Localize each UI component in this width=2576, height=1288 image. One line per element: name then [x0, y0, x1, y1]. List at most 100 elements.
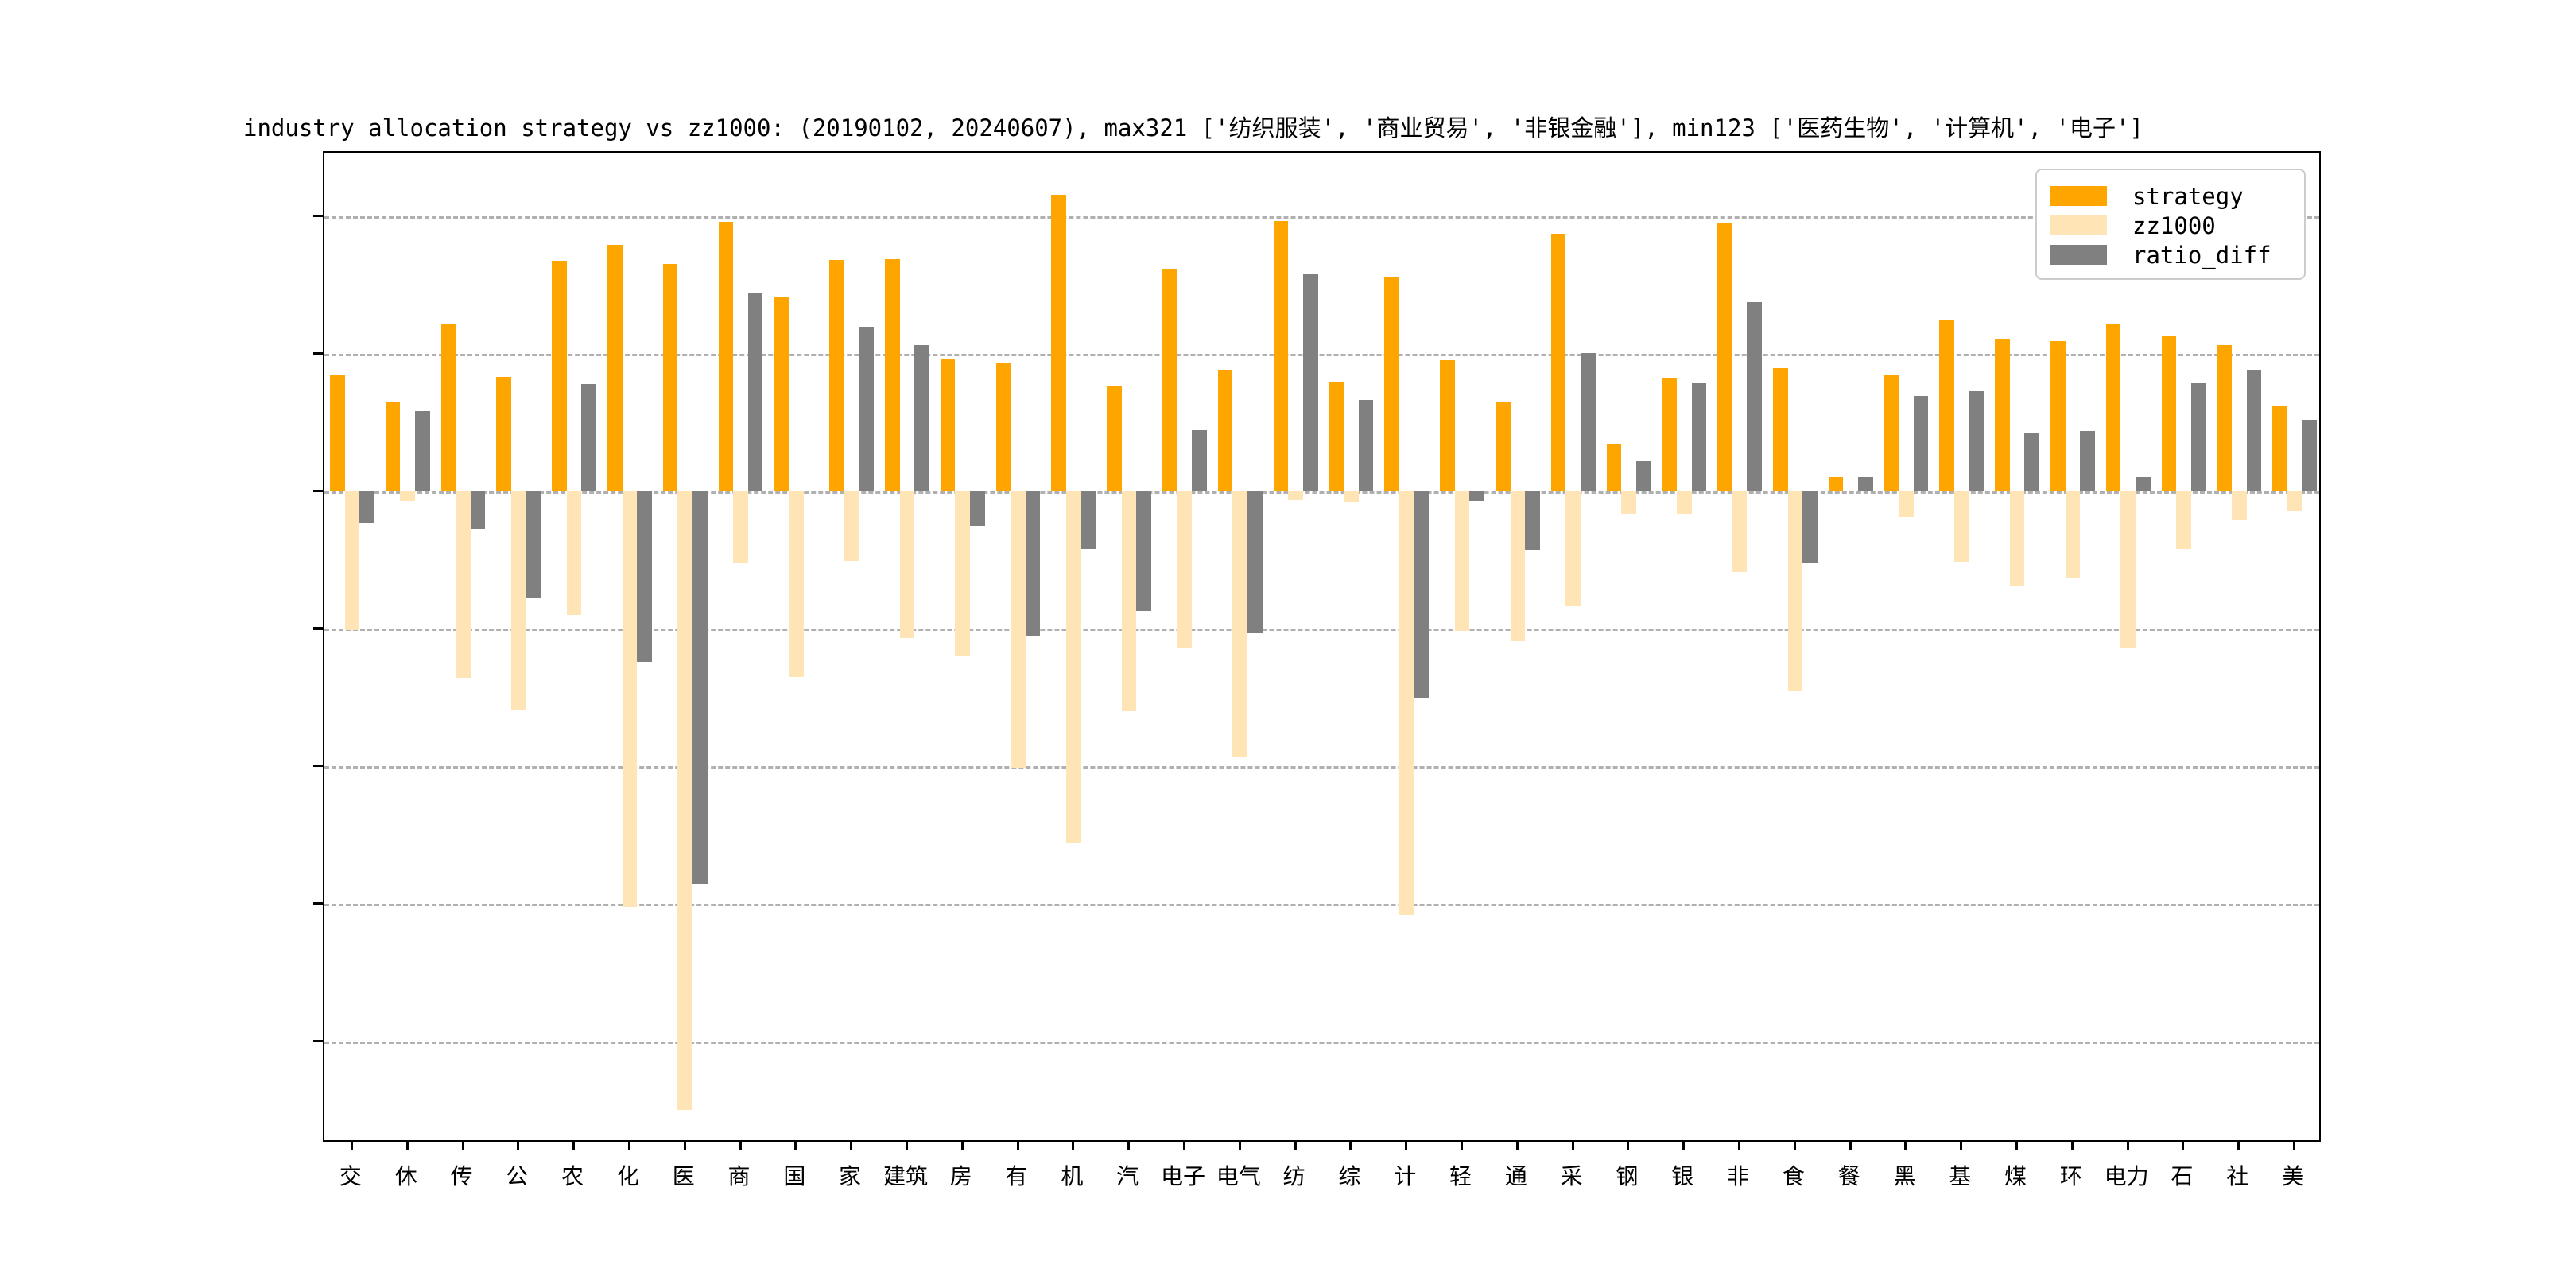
bar-segment [552, 261, 567, 491]
legend-swatch-icon [2050, 245, 2107, 265]
x-axis-tick-mark [461, 1142, 464, 1150]
x-axis-tick-mark [1627, 1142, 1630, 1150]
bar-segment [1565, 491, 1581, 606]
x-axis-tick-label: 社 [2226, 1163, 2249, 1189]
bar-segment [1621, 491, 1636, 515]
bar-segment [2135, 477, 2151, 491]
bar-segment [415, 410, 430, 491]
x-axis-tick-mark [1127, 1142, 1131, 1150]
legend-swatch-icon [2050, 215, 2107, 235]
bar-segment [566, 491, 582, 616]
gridline [324, 215, 2319, 219]
bar-segment [1080, 491, 1096, 549]
x-axis-tick-label: 钢 [1616, 1163, 1639, 1189]
bar-segment [1344, 491, 1359, 503]
x-axis-tick-mark [850, 1142, 853, 1150]
bar-segment [607, 245, 623, 491]
bar-segment [1247, 491, 1263, 633]
bar-segment [1192, 429, 1207, 491]
y-axis-tick-mark [313, 351, 323, 355]
gridline [324, 1041, 2319, 1044]
bar-segment [1440, 359, 1455, 491]
legend-item[interactable]: ratio_diff [2050, 240, 2291, 270]
x-axis-tick-label: 休 [394, 1163, 417, 1189]
x-axis-tick-label: 公 [506, 1163, 529, 1189]
bar-segment [914, 345, 929, 491]
bar-segment [1691, 383, 1707, 491]
x-axis-tick-mark [1405, 1142, 1408, 1150]
x-axis-tick-label: 医 [672, 1163, 695, 1189]
bar-segment [329, 375, 345, 491]
bar-segment [1884, 374, 1899, 491]
legend-item-label: zz1000 [2132, 211, 2216, 239]
bar-segment [1329, 381, 1344, 491]
x-axis-tick-mark [1515, 1142, 1519, 1150]
x-axis-tick-label: 银 [1671, 1163, 1694, 1189]
x-axis-tick-mark [1349, 1142, 1352, 1150]
bar-segment [2217, 344, 2232, 491]
x-axis-tick-label: 黑 [1893, 1163, 1916, 1189]
bar-segment [1787, 491, 1803, 691]
bar-segment [2190, 383, 2206, 491]
x-axis-tick-mark [794, 1142, 797, 1150]
bar-segment [1828, 477, 1844, 491]
legend-item[interactable]: strategy [2050, 181, 2291, 211]
gridline [324, 766, 2319, 769]
bar-segment [1550, 234, 1566, 491]
bar-segment [1302, 274, 1318, 491]
bar-segment [1995, 339, 2010, 491]
gridline [324, 903, 2319, 906]
bar-segment [1177, 491, 1193, 648]
x-axis-tick-mark [1182, 1142, 1185, 1150]
bar-segment [1747, 301, 1762, 491]
bar-segment [440, 323, 456, 491]
bar-segment [1495, 402, 1511, 491]
x-axis-tick-label: 轻 [1449, 1163, 1472, 1189]
x-axis-tick-mark [2070, 1142, 2074, 1150]
y-axis-tick-mark [313, 1039, 323, 1042]
x-axis-tick-mark [2237, 1142, 2240, 1150]
bar-segment [637, 491, 652, 662]
legend-item[interactable]: zz1000 [2050, 211, 2291, 240]
bar-segment [1288, 491, 1303, 501]
x-axis-tick-mark [1849, 1142, 1852, 1150]
x-axis-tick-label: 电力 [2104, 1163, 2149, 1189]
x-axis-tick-label: 环 [2059, 1163, 2082, 1189]
bar-segment [2287, 491, 2302, 511]
x-axis-tick-label: 通 [1504, 1163, 1527, 1189]
bar-segment [1732, 491, 1748, 572]
bar-segment [718, 221, 734, 491]
bar-segment [1953, 491, 1969, 562]
x-axis-tick-mark [1461, 1142, 1463, 1150]
x-axis-tick-label: 传 [450, 1163, 473, 1189]
bar-segment [1510, 491, 1526, 641]
bar-segment [899, 491, 915, 639]
x-axis-tick-label: 食 [1782, 1163, 1805, 1189]
x-axis-tick-mark [1294, 1142, 1297, 1150]
bar-segment [747, 292, 763, 491]
bar-segment [1899, 491, 1914, 518]
bar-segment [1454, 491, 1470, 631]
bar-segment [2246, 370, 2262, 491]
bar-segment [2302, 420, 2317, 491]
bar-segment [2120, 491, 2136, 648]
bar-segment [1107, 385, 1122, 491]
x-axis-tick-label: 有 [1005, 1163, 1028, 1189]
x-axis-tick-mark [1682, 1142, 1686, 1150]
bar-segment [955, 491, 971, 657]
x-axis-tick-mark [627, 1142, 630, 1150]
bar-segment [1662, 378, 1677, 491]
bar-segment [581, 384, 597, 491]
chart-legend: strategy zz1000 ratio_diff [2035, 169, 2306, 280]
bar-segment [859, 327, 875, 491]
bar-segment [733, 491, 748, 564]
x-axis-tick-label: 家 [839, 1163, 862, 1189]
x-axis-tick-mark [683, 1142, 686, 1150]
bar-segment [470, 491, 486, 529]
bar-segment [1051, 195, 1067, 491]
bar-segment [1802, 491, 1818, 564]
bar-segment [456, 491, 471, 679]
bar-segment [1217, 369, 1233, 491]
x-axis-tick-mark [905, 1142, 908, 1150]
chart-title: industry allocation strategy vs zz1000: … [243, 114, 2143, 142]
